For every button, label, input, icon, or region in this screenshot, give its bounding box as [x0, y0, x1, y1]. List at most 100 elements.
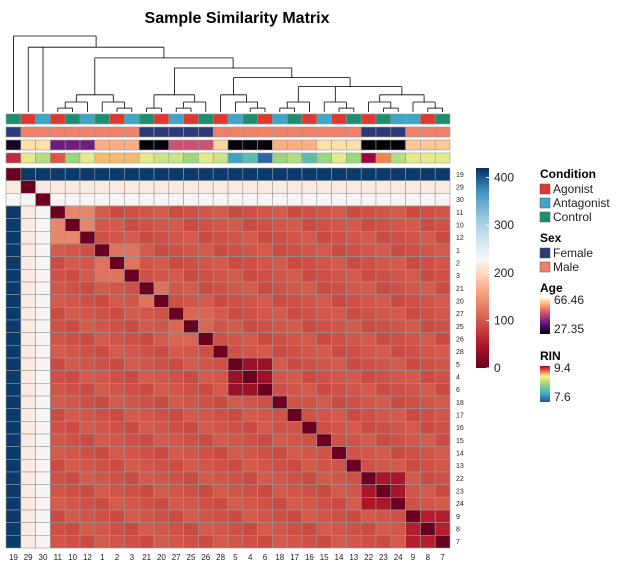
- heatmap-cell: [138, 243, 155, 257]
- heatmap-cell: [272, 370, 288, 384]
- heatmap-cells: [5, 167, 451, 549]
- heatmap-cell: [198, 332, 214, 346]
- heatmap-cell: [35, 497, 51, 511]
- heatmap-cell: [138, 459, 155, 473]
- heatmap-cell: [198, 484, 214, 498]
- heatmap-cell: [183, 294, 199, 308]
- heatmap-cell: [420, 231, 436, 245]
- heatmap-cell: [390, 459, 406, 473]
- heatmap-cell: [5, 459, 22, 473]
- heatmap-cell: [257, 319, 273, 333]
- heatmap-cell: [5, 509, 22, 523]
- heatmap-cell: [434, 421, 451, 435]
- heatmap-cell: [360, 180, 377, 194]
- heatmap-cell: [257, 535, 273, 549]
- heatmap-cell: [183, 395, 199, 409]
- heatmap-cell: [5, 319, 22, 333]
- heatmap-cell: [301, 497, 318, 511]
- heatmap-cell: [138, 421, 155, 435]
- heatmap-cell: [405, 180, 421, 194]
- heatmap-cell: [420, 193, 436, 207]
- heatmap-cell: [420, 357, 436, 371]
- heatmap-cell: [286, 269, 303, 283]
- row-label: 11: [456, 210, 463, 217]
- heatmap-cell: [5, 294, 22, 308]
- heatmap-cell: [153, 345, 170, 359]
- heatmap-cell: [64, 459, 81, 473]
- heatmap-cell: [301, 332, 318, 346]
- heatmap-cell: [346, 256, 362, 270]
- heatmap-cell: [109, 269, 125, 283]
- heatmap-cell: [20, 345, 36, 359]
- heatmap-cell: [434, 193, 451, 207]
- heatmap-cell: [420, 408, 436, 422]
- heatmap-cell: [198, 509, 214, 523]
- heatmap-cell: [124, 522, 140, 536]
- heatmap-cell: [168, 307, 184, 321]
- heatmap-cell: [64, 433, 81, 447]
- heatmap-cell: [94, 395, 110, 409]
- column-label: 17: [290, 553, 299, 562]
- heatmap-cell: [5, 256, 22, 270]
- dendrogram: [12, 35, 444, 112]
- row-label: 28: [456, 349, 464, 356]
- heatmap-cell: [198, 357, 214, 371]
- row-label: 7: [456, 539, 460, 546]
- heatmap-cell: [346, 167, 362, 181]
- heatmap-cell: [257, 484, 273, 498]
- heatmap-cell: [257, 281, 273, 295]
- annotation-cell: [257, 152, 273, 164]
- heatmap-cell: [331, 471, 347, 485]
- heatmap-cell: [272, 218, 288, 232]
- heatmap-cell: [257, 370, 273, 384]
- heatmap-cell: [316, 446, 332, 460]
- annotation-cell: [94, 126, 110, 138]
- heatmap-cell: [5, 269, 22, 283]
- heatmap-cell: [153, 408, 170, 422]
- heatmap-cell: [94, 218, 110, 232]
- heatmap-cell: [286, 446, 303, 460]
- heatmap-cell: [360, 459, 377, 473]
- annotation-cell: [257, 139, 273, 151]
- heatmap-cell: [124, 294, 140, 308]
- heatmap-cell: [138, 484, 155, 498]
- heatmap-cell: [35, 256, 51, 270]
- annotation-cell: [434, 126, 451, 138]
- heatmap-cell: [183, 269, 199, 283]
- row-label: 8: [456, 527, 460, 534]
- heatmap-cell: [64, 281, 81, 295]
- heatmap-cell: [316, 205, 332, 219]
- row-label: 19: [456, 172, 464, 179]
- heatmap-cell: [257, 307, 273, 321]
- heatmap-cell: [434, 307, 451, 321]
- heatmap-cell: [272, 446, 288, 460]
- heatmap-cell: [272, 395, 288, 409]
- heatmap-cell: [5, 522, 22, 536]
- column-label: 28: [216, 553, 225, 562]
- heatmap-cell: [138, 433, 155, 447]
- heatmap-cell: [35, 231, 51, 245]
- heatmap-cell: [212, 522, 229, 536]
- heatmap-cell: [212, 446, 229, 460]
- annotation-cell: [35, 139, 51, 151]
- heatmap-cell: [94, 205, 110, 219]
- heatmap-cell: [272, 205, 288, 219]
- heatmap-cell: [94, 332, 110, 346]
- heatmap-cell: [301, 319, 318, 333]
- heatmap-cell: [35, 535, 51, 549]
- heatmap-cell: [198, 383, 214, 397]
- heatmap-cell: [316, 383, 332, 397]
- heatmap-cell: [183, 471, 199, 485]
- heatmap-cell: [79, 332, 96, 346]
- column-label: 26: [201, 553, 210, 562]
- heatmap-cell: [168, 269, 184, 283]
- heatmap-cell: [360, 408, 377, 422]
- heatmap-cell: [35, 218, 51, 232]
- heatmap-cell: [331, 484, 347, 498]
- heatmap-cell: [50, 193, 66, 207]
- heatmap-cell: [286, 307, 303, 321]
- heatmap-cell: [109, 484, 125, 498]
- heatmap-cell: [316, 408, 332, 422]
- heatmap-cell: [272, 167, 288, 181]
- heatmap-cell: [94, 357, 110, 371]
